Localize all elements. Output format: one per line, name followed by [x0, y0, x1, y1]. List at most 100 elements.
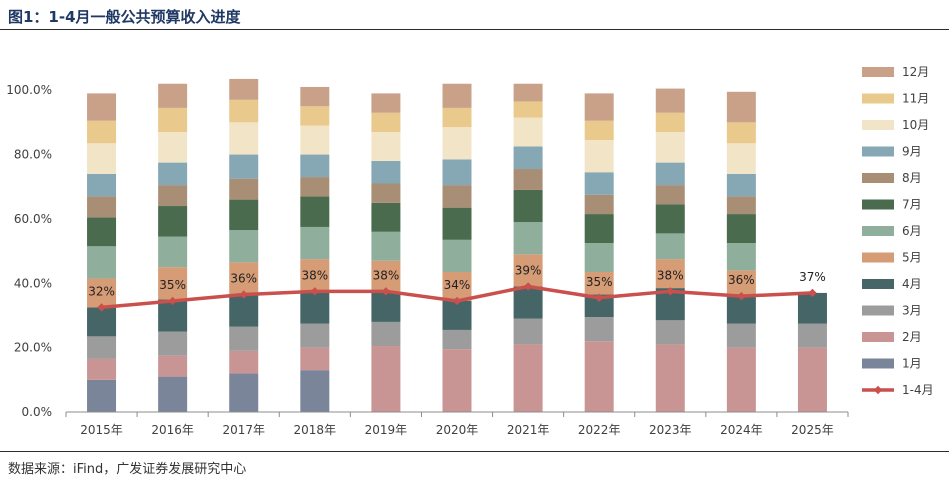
legend-label: 3月 [902, 304, 922, 318]
top-divider [0, 29, 949, 30]
bar-segment-12 [513, 83, 543, 102]
bar-segment-2 [655, 344, 685, 412]
bar-segment-10 [726, 143, 756, 174]
legend-swatch-6 [862, 226, 894, 236]
bar-segment-6 [655, 233, 685, 260]
progress-point [97, 303, 106, 312]
bar-segment-2 [87, 358, 117, 380]
bar-segment-4 [726, 296, 756, 324]
bar-segment-3 [513, 318, 543, 345]
legend-label: 1-4月 [902, 383, 934, 397]
progress-data-label: 38% [657, 268, 684, 282]
bar-segment-7 [229, 199, 259, 231]
progress-data-label: 34% [444, 278, 471, 292]
legend-swatch-3 [862, 305, 894, 316]
chart-title: 图1：1-4月一般公共预算收入进度 [8, 8, 241, 26]
progress-data-label: 36% [728, 273, 755, 287]
bar-segment-2 [158, 355, 188, 377]
x-tick-label: 2023年 [649, 423, 692, 437]
legend-label: 9月 [902, 145, 922, 159]
progress-point [666, 287, 675, 296]
bar-segment-9 [513, 146, 543, 170]
bar-segment-11 [158, 107, 188, 133]
y-tick-label: 80.0% [14, 148, 52, 162]
bar-segment-12 [87, 93, 117, 121]
bar-segment-5 [158, 267, 188, 300]
y-tick-label: 40.0% [14, 276, 52, 290]
source-note: 数据来源：iFind，广发证券发展研究中心 [8, 462, 247, 477]
bar-segment-2 [442, 349, 472, 412]
x-tick-label: 2022年 [578, 423, 621, 437]
bar-segment-4 [442, 300, 472, 330]
bar-segment-11 [584, 120, 614, 141]
bar-segment-12 [584, 93, 614, 121]
bar-segment-7 [300, 196, 330, 227]
x-tick-label: 2015年 [80, 423, 123, 437]
progress-data-label: 38% [373, 268, 400, 282]
legend-swatch-7 [862, 199, 894, 210]
x-tick-label: 2018年 [294, 423, 337, 437]
progress-point [808, 288, 817, 298]
x-tick-label: 2019年 [365, 423, 408, 437]
x-tick-label: 2016年 [151, 423, 194, 437]
bar-segment-8 [300, 177, 330, 197]
bar-segment-5 [87, 278, 117, 308]
legend-swatch-9 [862, 146, 894, 157]
bar-segment-3 [229, 326, 259, 351]
bar-segment-11 [300, 106, 330, 126]
progress-data-label: 35% [159, 278, 186, 292]
bar-segment-1 [229, 373, 259, 412]
legend-swatch-11 [862, 93, 894, 104]
bar-segment-10 [584, 140, 614, 173]
x-tick-label: 2025年 [791, 423, 834, 437]
legend-label: 4月 [902, 277, 922, 291]
bar-segment-11 [513, 101, 543, 118]
bar-segment-5 [513, 254, 543, 287]
bar-segment-10 [513, 117, 543, 147]
y-tick-label: 20.0% [14, 341, 52, 355]
bar-segment-4 [371, 292, 401, 322]
bar-segment-8 [655, 185, 685, 205]
bar-segment-6 [300, 226, 330, 260]
bar-segment-12 [158, 83, 188, 108]
bar-segment-2 [229, 350, 259, 374]
bar-segment-11 [371, 112, 401, 133]
legend-label: 12月 [902, 65, 929, 79]
bar-segment-7 [158, 206, 188, 237]
bar-segment-10 [300, 125, 330, 155]
legend-swatch-1 [862, 358, 894, 369]
bar-segment-1 [87, 379, 117, 412]
bar-segment-3 [300, 323, 330, 348]
y-tick-label: 60.0% [14, 212, 52, 226]
bar-segment-8 [87, 196, 117, 218]
bottom-divider [0, 451, 949, 452]
bar-segment-7 [584, 214, 614, 244]
bar-segment-12 [442, 83, 472, 108]
legend-swatch-10 [862, 120, 894, 130]
progress-data-label: 32% [88, 284, 115, 298]
x-tick-label: 2024年 [720, 423, 763, 437]
legend-swatch-12 [862, 67, 894, 77]
bar-segment-9 [726, 173, 756, 197]
bar-segment-9 [371, 160, 401, 184]
bar-segment-10 [371, 132, 401, 161]
progress-point [310, 287, 320, 296]
progress-point [381, 287, 391, 296]
bar-segment-7 [371, 202, 401, 232]
bar-segment-12 [371, 93, 401, 113]
bar-segment-12 [229, 78, 259, 100]
bar-segment-7 [87, 217, 117, 247]
bar-segment-11 [229, 99, 259, 123]
progress-data-label: 39% [515, 263, 542, 277]
bar-segment-7 [655, 204, 685, 234]
bar-segment-5 [584, 272, 614, 295]
progress-point [452, 296, 462, 306]
bar-segment-7 [442, 207, 472, 240]
bar-segment-11 [726, 122, 756, 144]
bar-segment-9 [158, 162, 188, 186]
x-tick-label: 2021年 [507, 423, 550, 437]
progress-data-label: 37% [799, 270, 826, 284]
bar-segment-3 [584, 317, 614, 342]
bar-segment-6 [584, 243, 614, 273]
bar-segment-9 [584, 172, 614, 195]
